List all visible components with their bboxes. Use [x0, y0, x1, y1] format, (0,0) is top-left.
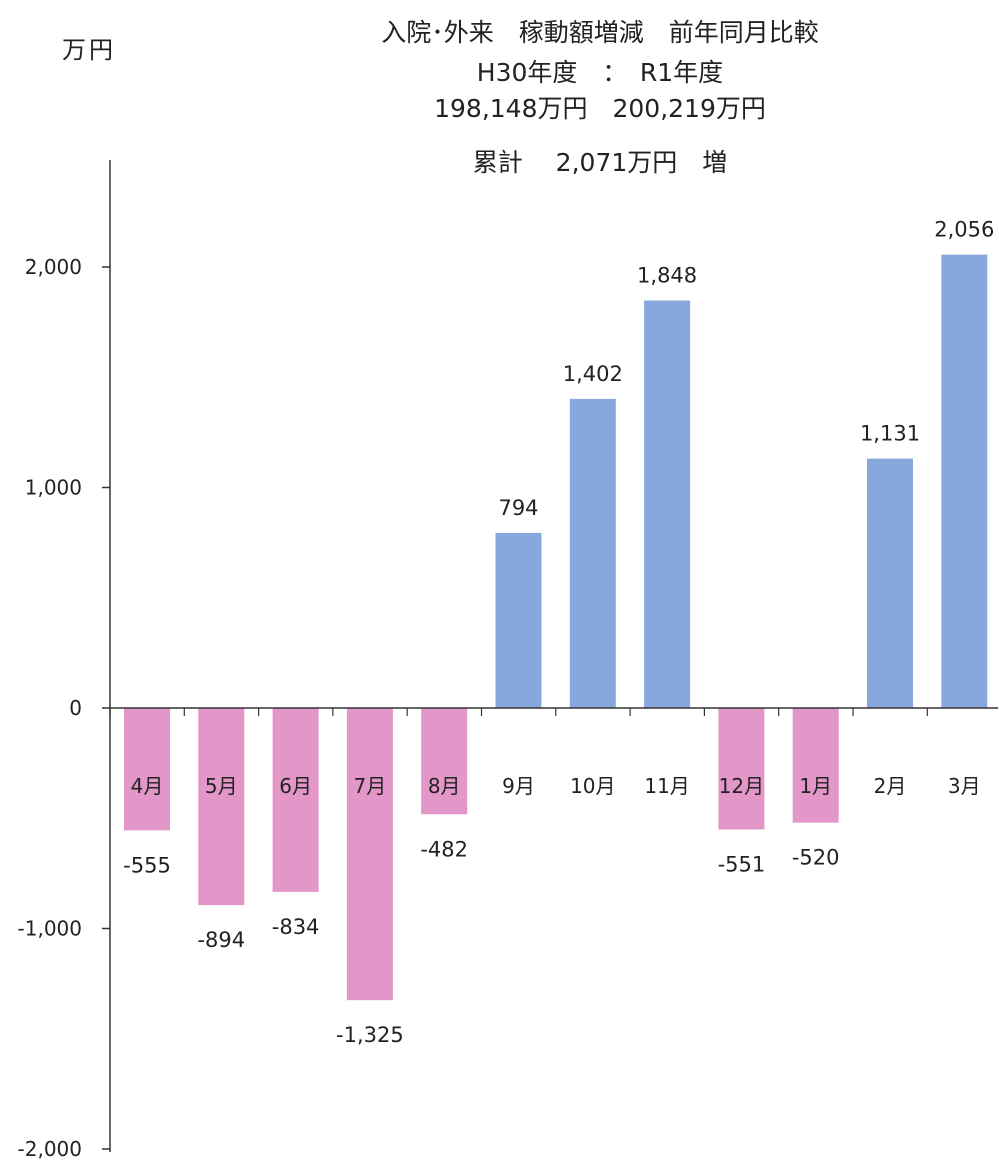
x-category-label: 3月 — [948, 774, 981, 798]
data-label: 1,131 — [860, 422, 920, 446]
bar — [346, 708, 393, 1001]
y-tick-label: 1,000 — [25, 476, 82, 500]
bar — [421, 708, 468, 815]
y-tick-label: -2,000 — [18, 1137, 82, 1161]
bar — [124, 708, 170, 831]
x-category-label: 1月 — [799, 774, 832, 798]
x-category-label: 5月 — [205, 774, 238, 798]
data-label: -482 — [420, 837, 468, 861]
y-tick-label: 0 — [69, 696, 82, 720]
data-label: 2,056 — [934, 218, 994, 242]
y-tick-label: 2,000 — [25, 255, 82, 279]
x-category-label: 11月 — [644, 774, 689, 798]
bar — [867, 458, 913, 708]
y-axis-unit-label: 万円 — [62, 36, 116, 64]
bar — [569, 398, 616, 708]
x-category-label: 10月 — [570, 774, 615, 798]
data-label: -894 — [197, 928, 245, 952]
bar — [718, 708, 765, 830]
x-category-label: 9月 — [502, 774, 535, 798]
bar — [272, 708, 319, 892]
bar — [644, 300, 691, 708]
x-category-label: 4月 — [131, 774, 164, 798]
data-label: 1,848 — [637, 264, 697, 288]
data-label: 794 — [498, 496, 538, 520]
chart-subtitle-years: H30年度 ： R1年度 — [476, 58, 724, 87]
data-label: -1,325 — [336, 1023, 404, 1047]
bar — [792, 708, 839, 823]
data-label: -555 — [123, 853, 171, 877]
x-category-label: 12月 — [719, 774, 764, 798]
bar — [198, 708, 245, 906]
data-label: -551 — [718, 852, 766, 876]
bar — [941, 254, 988, 709]
bar — [495, 532, 542, 708]
data-label: -520 — [792, 846, 840, 870]
chart-subtitle-totals: 198,148万円 200,219万円 — [434, 94, 766, 123]
x-category-label: 6月 — [279, 774, 312, 798]
x-category-label: 7月 — [354, 774, 387, 798]
chart-title: 入院･外来 稼動額増減 前年同月比較 — [381, 18, 819, 47]
data-label: -834 — [272, 915, 320, 939]
x-category-label: 8月 — [428, 774, 461, 798]
y-tick-label: -1,000 — [18, 917, 82, 941]
x-category-label: 2月 — [874, 774, 907, 798]
chart-subtitle-cumulative: 累計 2,071万円 増 — [472, 148, 728, 177]
data-label: 1,402 — [563, 362, 623, 386]
